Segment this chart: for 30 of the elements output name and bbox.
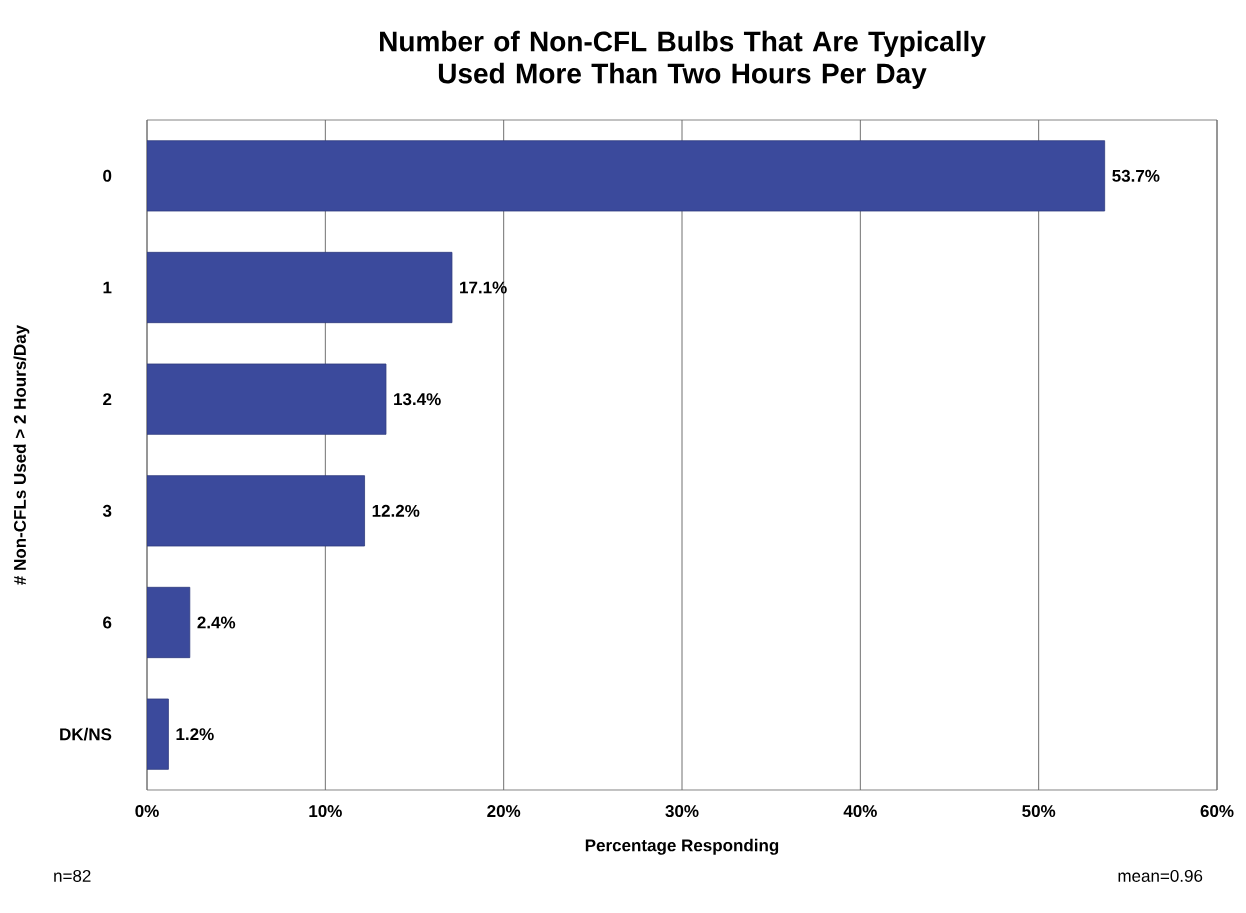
y-tick-label: DK/NS (60, 727, 112, 741)
data-label: 13.4% (394, 393, 441, 406)
chart-title: Number of Non-CFL Bulbs That Are Typically Used More Than Two Hours Per Day (380, 30, 986, 89)
text: n=82 (54, 869, 91, 882)
data-label: 53.7% (1112, 169, 1160, 182)
bar (147, 586, 191, 659)
bar (147, 140, 1106, 212)
x-tick-label: 20% (487, 805, 521, 818)
y-tick-label: 3 (102, 504, 112, 517)
y-axis-title: # Non-CFLs Used > 2 Hours/Day (13, 324, 30, 585)
data-label: 1.2% (176, 728, 214, 741)
y-tick-label: 1 (103, 281, 112, 294)
x-tick-label: 0% (135, 805, 159, 818)
y-tick-label: 2 (103, 393, 112, 406)
data-label: 12.2% (372, 504, 420, 517)
x-tick-label: 30% (665, 805, 699, 818)
y-tick-label: 6 (103, 616, 112, 629)
y-tick-label: 0 (103, 169, 112, 182)
x-tick-label: 50% (1022, 805, 1056, 818)
data-label: 2.4% (197, 616, 236, 629)
x-tick-label: 10% (309, 805, 342, 818)
bar (147, 475, 365, 547)
bar (147, 363, 387, 435)
x-axis-title: Percentage Responding (585, 838, 779, 855)
bar (147, 698, 169, 770)
x-tick-label: 40% (843, 805, 877, 818)
bar (147, 251, 453, 324)
text: mean=0.96 (1118, 869, 1203, 882)
data-label: 17.1% (460, 281, 507, 294)
x-tick-label: 60% (1200, 805, 1234, 818)
